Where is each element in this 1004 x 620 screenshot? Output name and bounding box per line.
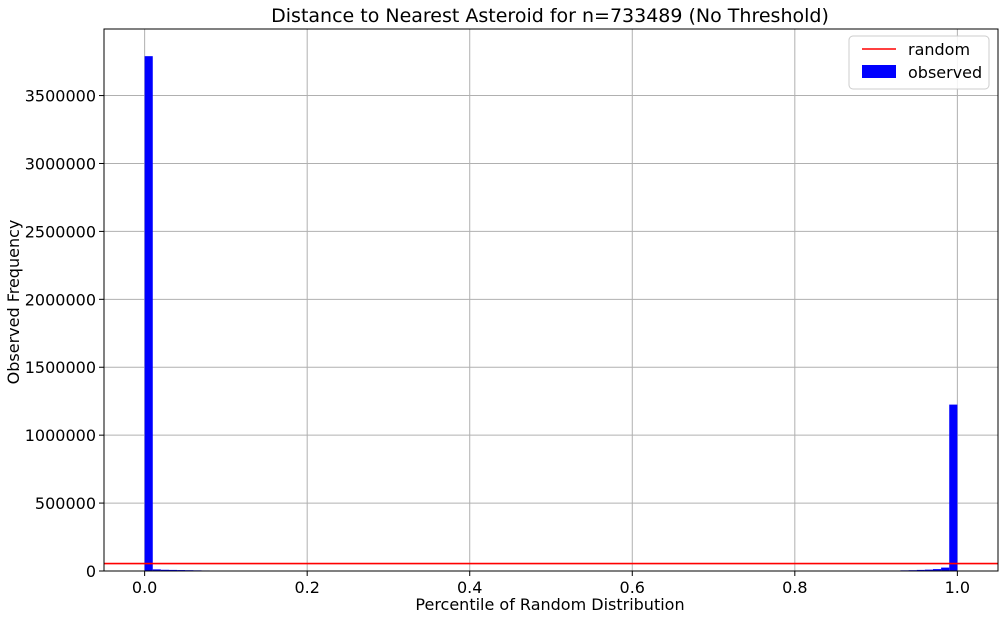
grid bbox=[104, 29, 998, 572]
histogram-bar-2 bbox=[160, 569, 170, 571]
histogram-bar-14 bbox=[949, 404, 958, 571]
legend-random-label: random bbox=[908, 40, 970, 59]
y-tick-label-7: 3500000 bbox=[25, 87, 96, 106]
x-tick-label-5: 1.0 bbox=[945, 578, 970, 597]
y-axis-ticks: 0 500000 1000000 1500000 2000000 2500000 30000… bbox=[25, 87, 104, 581]
x-tick-label-1: 0.2 bbox=[294, 578, 319, 597]
histogram-bar-10 bbox=[916, 569, 925, 571]
histogram-bar-1 bbox=[152, 569, 161, 571]
histogram-bar-12 bbox=[932, 569, 942, 571]
x-axis-label: Percentile of Random Distribution bbox=[415, 595, 684, 614]
x-tick-label-4: 0.8 bbox=[782, 578, 807, 597]
x-tick-label-0: 0.0 bbox=[132, 578, 157, 597]
y-tick-label-3: 1500000 bbox=[25, 358, 96, 377]
x-tick-label-2: 0.4 bbox=[457, 578, 482, 597]
axes-frame bbox=[103, 28, 999, 572]
y-tick-label-5: 2500000 bbox=[25, 222, 96, 241]
legend: random observed bbox=[848, 35, 990, 90]
y-tick-label-0: 0 bbox=[86, 562, 96, 581]
histogram-bar-3 bbox=[169, 569, 178, 571]
histogram-bar-0 bbox=[144, 56, 153, 572]
y-tick-label-4: 2000000 bbox=[25, 290, 96, 309]
x-axis-ticks: 0.0 0.2 0.4 0.6 0.8 1.0 bbox=[132, 571, 970, 597]
x-tick-label-3: 0.6 bbox=[620, 578, 645, 597]
chart-title: Distance to Nearest Asteroid for n=73348… bbox=[271, 5, 829, 27]
y-tick-label-2: 1000000 bbox=[25, 426, 96, 445]
legend-observed-label: observed bbox=[908, 63, 982, 82]
y-tick-label-1: 500000 bbox=[35, 494, 96, 513]
histogram-bar-11 bbox=[924, 569, 933, 571]
histogram-bar-13 bbox=[941, 567, 950, 571]
y-tick-label-6: 3000000 bbox=[25, 154, 96, 173]
legend-observed-swatch bbox=[862, 65, 896, 78]
y-axis-label: Observed Frequency bbox=[4, 220, 23, 385]
